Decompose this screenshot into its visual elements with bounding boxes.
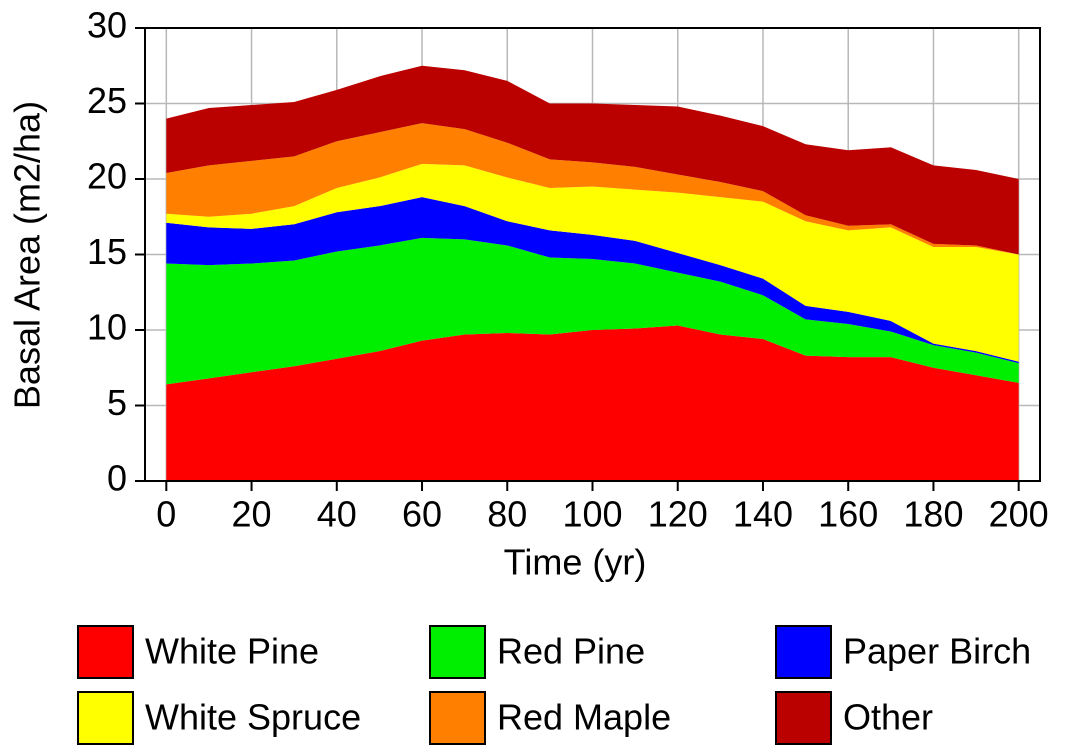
legend-swatch [429,691,486,745]
y-tick-label: 10 [87,307,127,348]
legend-label: Paper Birch [843,631,1031,672]
y-tick-label: 0 [107,458,127,499]
y-tick-label: 5 [107,382,127,423]
plot-frame [144,27,1041,482]
x-axis-title: Time (yr) [504,542,647,583]
y-axis-title: Basal Area (m2/ha) [7,101,48,409]
x-tick-label: 160 [818,494,878,535]
legend-label: Red Pine [497,631,645,672]
x-tick-label: 140 [733,494,793,535]
y-tick-label: 20 [87,156,127,197]
area [166,325,1019,481]
legend-swatch [77,625,134,679]
x-tick-label: 180 [903,494,963,535]
x-tick-label: 200 [989,494,1049,535]
x-tick-label: 100 [562,494,622,535]
legend-swatch [77,691,134,745]
x-tick-label: 40 [317,494,357,535]
x-tick-label: 20 [232,494,272,535]
area [166,237,1019,385]
legend-swatch [775,691,832,745]
legend-label: Red Maple [497,697,671,738]
x-tick-label: 80 [487,494,527,535]
area [166,197,1019,364]
y-tick-label: 30 [87,5,127,46]
x-tick-label: 60 [402,494,442,535]
area [166,123,1019,255]
x-tick-label: 120 [648,494,708,535]
y-tick-label: 15 [87,231,127,272]
legend-label: White Pine [145,631,319,672]
x-tick-label: 0 [156,494,176,535]
legend-label: White Spruce [145,697,361,738]
legend-swatch [429,625,486,679]
area [166,65,1019,255]
area [166,163,1019,362]
legend-label: Other [843,697,933,738]
y-tick-label: 25 [87,80,127,121]
legend-swatch [775,625,832,679]
